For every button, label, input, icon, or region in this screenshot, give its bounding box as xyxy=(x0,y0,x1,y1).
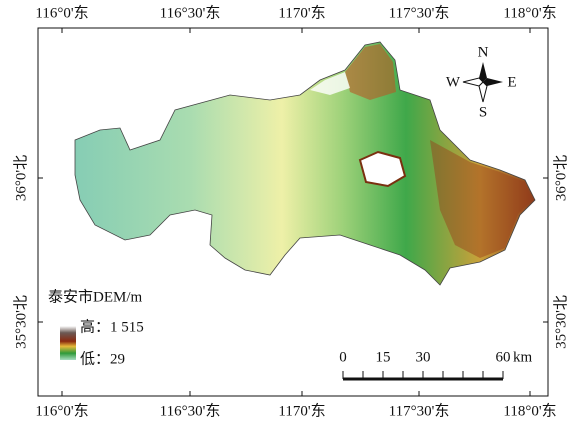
scale-unit: km xyxy=(513,349,533,365)
compass-south: S xyxy=(479,104,487,120)
compass-east: E xyxy=(507,74,516,90)
x-tick-label: 1170'东 xyxy=(278,4,325,21)
map-figure: N S W E 116°0'东 116°0'东 116°30'东 116°30'东 1170'… xyxy=(0,0,579,425)
legend-high-label: 高： xyxy=(80,318,110,335)
page: {"map": { "x_ticks": ["116°0'东", "116°30… xyxy=(0,0,579,430)
y-tick-label: 36°0'北 xyxy=(552,155,569,201)
compass: N S W E xyxy=(446,44,517,120)
compass-north: N xyxy=(478,44,489,60)
x-tick-label: 118°0'东 xyxy=(503,4,556,21)
legend-low-label: 低： xyxy=(80,350,110,367)
x-tick-label: 116°0'东 xyxy=(35,402,88,419)
y-tick-label: 35°30'北 xyxy=(552,295,569,349)
legend-title: 泰安市DEM/m xyxy=(48,288,143,305)
scale-label: 60 xyxy=(496,349,511,365)
y-tick-label: 36°0'北 xyxy=(12,155,29,201)
y-tick-label: 35°30'北 xyxy=(12,295,29,349)
scale-label: 30 xyxy=(416,349,431,365)
legend-low: 29 xyxy=(110,351,125,367)
compass-west: W xyxy=(446,74,461,90)
x-tick-label: 116°30'东 xyxy=(160,4,221,21)
x-tick-label: 116°0'东 xyxy=(35,4,88,21)
scale-label: 0 xyxy=(339,349,347,365)
x-tick-label: 1170'东 xyxy=(278,402,325,419)
x-tick-label: 117°30'东 xyxy=(389,4,450,21)
dem-peak xyxy=(360,152,405,186)
x-tick-label: 116°30'东 xyxy=(160,402,221,419)
legend-high: 1 515 xyxy=(110,319,144,335)
x-tick-label: 117°30'东 xyxy=(389,402,450,419)
legend-ramp xyxy=(60,326,76,360)
x-tick-label: 118°0'东 xyxy=(503,402,556,419)
scale-label: 15 xyxy=(376,349,391,365)
